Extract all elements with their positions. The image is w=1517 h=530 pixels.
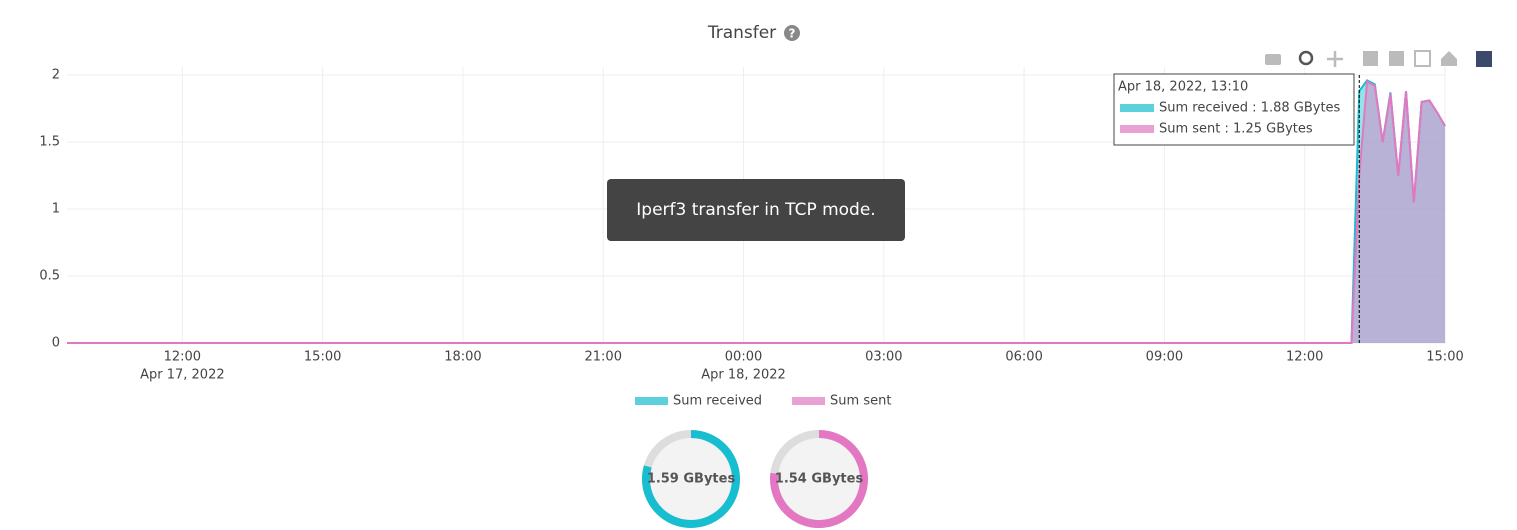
hover-tooltip-swatch	[1120, 125, 1154, 133]
x-tick-label: 12:00	[1286, 350, 1323, 365]
line	[67, 80, 1446, 344]
y-tick-label: 0.5	[39, 269, 60, 284]
x-tick-label: 15:00	[304, 350, 341, 365]
zoom-button[interactable]	[1298, 50, 1314, 66]
hover-tooltip-box	[1113, 73, 1355, 146]
autoscale-button[interactable]	[1414, 50, 1431, 67]
y-tick-label: 1.5	[39, 135, 60, 150]
y-tick-label: 2	[52, 68, 60, 83]
gauge-bg	[770, 430, 868, 528]
x-tick-label: 12:00	[164, 350, 201, 365]
gauge-label: 1.59 GBytes	[647, 472, 736, 487]
zoom-in-button[interactable]	[1363, 51, 1378, 66]
chart-title: Transfer	[707, 23, 776, 43]
zoom-out-button[interactable]	[1389, 51, 1404, 66]
hover-tooltip-item: Sum received : 1.88 GBytes	[1159, 101, 1341, 116]
gauge-arc	[770, 430, 868, 528]
x-tick-sublabel: Apr 18, 2022	[701, 368, 786, 383]
x-tick-label: 03:00	[865, 350, 902, 365]
annotation-tooltip: Iperf3 transfer in TCP mode.	[607, 179, 905, 241]
hover-tooltip-item: Sum sent : 1.25 GBytes	[1159, 122, 1313, 137]
x-tick-label: 18:00	[444, 350, 481, 365]
x-tick-label: 06:00	[1005, 350, 1042, 365]
x-tick-label: 21:00	[585, 350, 622, 365]
x-tick-label: 15:00	[1426, 350, 1463, 365]
hover-tooltip: Apr 18, 2022, 13:10 Sum received : 1.88 G…	[1113, 73, 1355, 146]
legend-swatch[interactable]	[792, 397, 826, 405]
gauge-bg	[642, 430, 740, 528]
pan-button[interactable]	[1327, 51, 1343, 67]
help-icon[interactable]: ?	[784, 25, 800, 41]
legend-swatch[interactable]	[635, 397, 668, 405]
hover-tooltip-swatch	[1120, 104, 1154, 112]
legend-label[interactable]: Sum received	[673, 394, 762, 409]
legend-label[interactable]: Sum sent	[830, 394, 891, 409]
camera-button[interactable]	[1265, 54, 1281, 65]
hover-tooltip-title: Apr 18, 2022, 13:10	[1118, 80, 1248, 95]
toolbar	[1265, 50, 1492, 67]
gauge-label: 1.54 GBytes	[775, 472, 864, 487]
reset-button[interactable]	[1441, 51, 1457, 66]
svg-text:?: ?	[789, 27, 796, 41]
gauge-arc	[642, 430, 740, 528]
y-tick-label: 0	[52, 336, 60, 351]
x-tick-sublabel: Apr 17, 2022	[140, 368, 225, 383]
y-tick-label: 1	[52, 202, 60, 217]
x-tick-label: 00:00	[725, 350, 762, 365]
logo	[1476, 51, 1492, 67]
x-tick-label: 09:00	[1146, 350, 1183, 365]
